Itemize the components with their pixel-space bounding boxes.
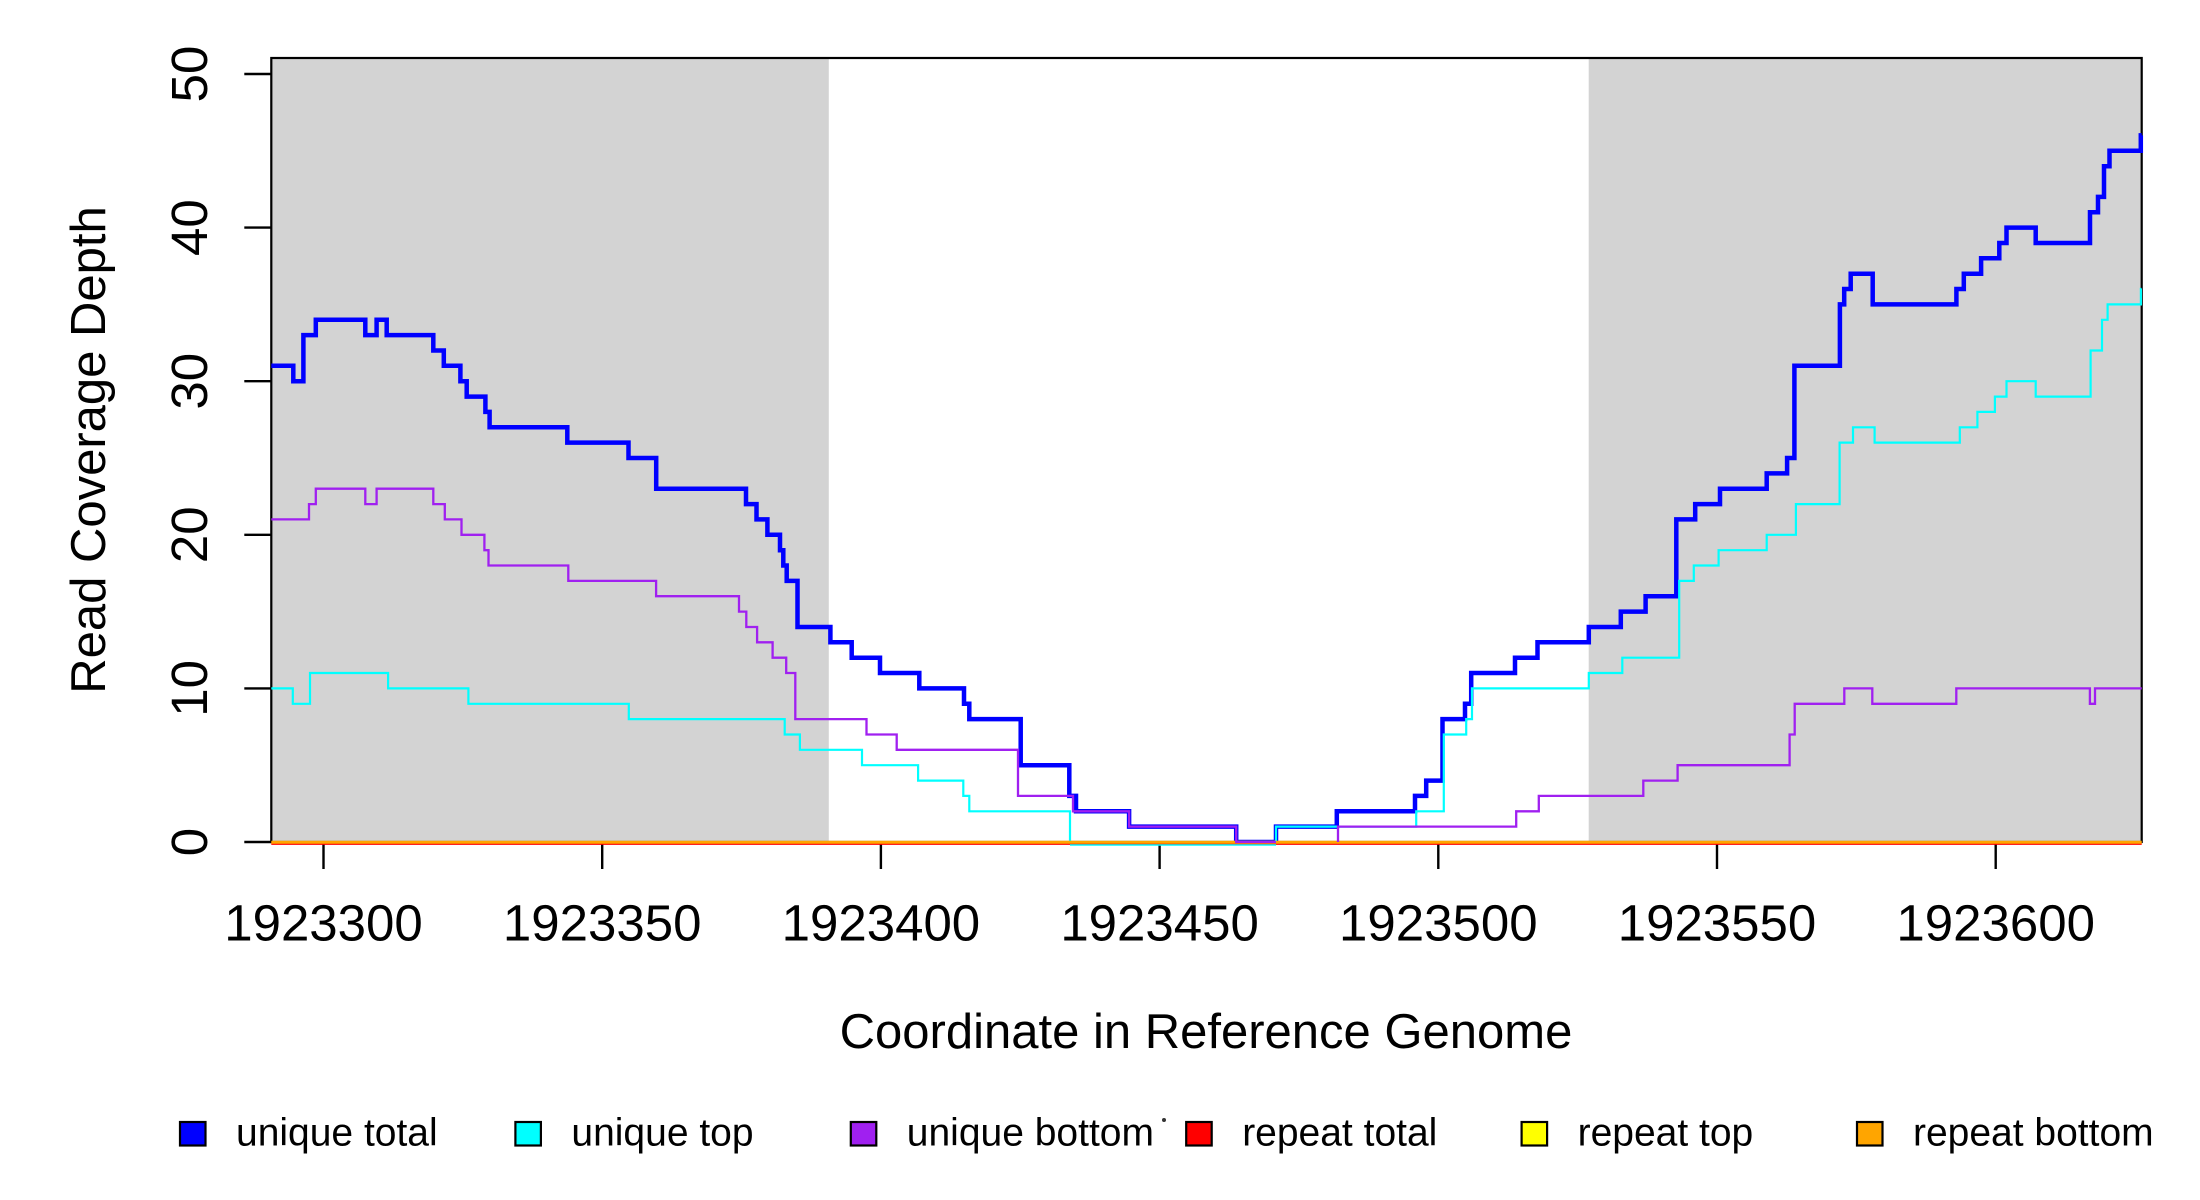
svg-text:repeat total: repeat total bbox=[1242, 1112, 1437, 1155]
svg-text:50: 50 bbox=[161, 46, 218, 103]
svg-text:1923450: 1923450 bbox=[1060, 895, 1259, 952]
svg-text:20: 20 bbox=[161, 506, 218, 563]
svg-text:Read Coverage Depth: Read Coverage Depth bbox=[62, 206, 116, 694]
svg-text:1923300: 1923300 bbox=[224, 895, 423, 952]
svg-text:0: 0 bbox=[161, 828, 218, 856]
svg-text:40: 40 bbox=[161, 199, 218, 256]
svg-text:1923400: 1923400 bbox=[782, 895, 981, 952]
svg-text:1923600: 1923600 bbox=[1896, 895, 2095, 952]
svg-text:repeat top: repeat top bbox=[1578, 1112, 1754, 1155]
svg-text:unique total: unique total bbox=[236, 1112, 438, 1155]
svg-text:unique top: unique top bbox=[571, 1112, 753, 1155]
svg-text:Coordinate in Reference Genome: Coordinate in Reference Genome bbox=[840, 1005, 1573, 1059]
svg-text:1923500: 1923500 bbox=[1339, 895, 1538, 952]
svg-text:30: 30 bbox=[161, 353, 218, 410]
svg-text:1923350: 1923350 bbox=[503, 895, 702, 952]
svg-text:10: 10 bbox=[161, 660, 218, 717]
svg-text:unique bottom: unique bottom bbox=[907, 1112, 1154, 1155]
svg-text:1923550: 1923550 bbox=[1618, 895, 1817, 952]
svg-text:repeat bottom: repeat bottom bbox=[1913, 1112, 2154, 1155]
